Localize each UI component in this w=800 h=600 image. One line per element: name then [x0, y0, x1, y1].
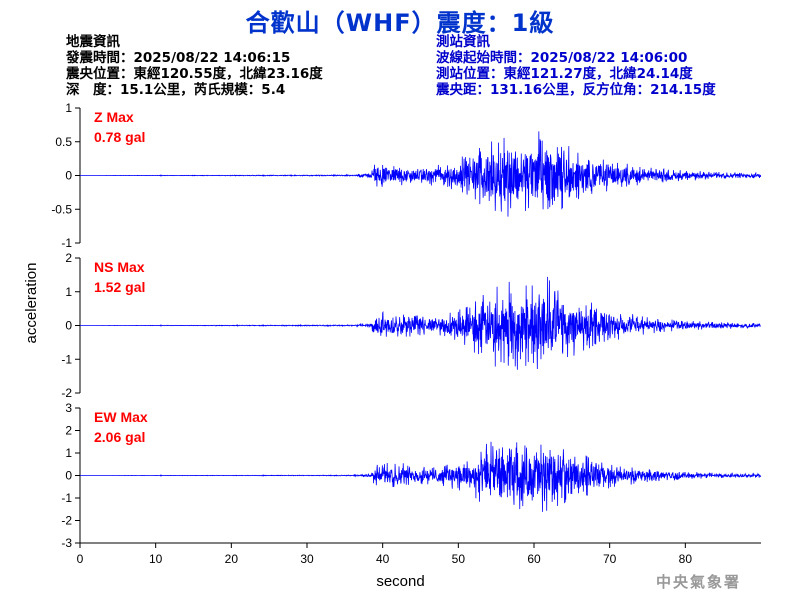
panel-ns: 2 1 0 -1 -2 NS Max 1.52 gal — [61, 251, 761, 400]
panel-ew: 3 2 1 0 -1 -2 -3 EW Max 2.06 gal — [61, 401, 762, 550]
x-tick-label: 10 — [149, 552, 163, 566]
x-tick-label: 70 — [603, 552, 617, 566]
x-tick-label: 0 — [77, 552, 84, 566]
y-tick-label: -0.5 — [51, 202, 72, 216]
station-location: 測站位置：東經121.27度，北緯24.14度 — [436, 66, 693, 82]
y-tick-label: 0.5 — [55, 135, 72, 149]
y-tick-label: -1 — [61, 491, 72, 505]
waveform-ns — [80, 276, 761, 370]
waveform-ew — [80, 441, 762, 512]
y-tick-label: 1 — [65, 285, 72, 299]
y-tick-label: 1 — [65, 446, 72, 460]
x-axis-label: second — [376, 573, 424, 590]
max-value-ew: 2.06 gal — [94, 429, 145, 445]
earthquake-info: 地震資訊 發震時間：2025/08/22 14:06:15 震央位置：東經120… — [66, 34, 323, 98]
max-value-z: 0.78 gal — [94, 129, 145, 145]
epicentral-distance: 震央距：131.16公里，反方位角：214.15度 — [436, 82, 716, 98]
origin-time: 發震時間：2025/08/22 14:06:15 — [66, 50, 291, 66]
earthquake-info-header: 地震資訊 — [66, 34, 120, 50]
x-tick-label: 50 — [452, 552, 466, 566]
agency-watermark: 中央氣象署 — [656, 573, 742, 591]
y-tick-label: -3 — [61, 536, 72, 550]
station-info-header: 測站資訊 — [436, 34, 490, 50]
y-tick-label: 0 — [65, 169, 72, 183]
y-tick-label: 0 — [65, 469, 72, 483]
y-tick-label: -1 — [61, 352, 72, 366]
y-tick-label: -2 — [61, 386, 72, 400]
max-label-z: Z Max — [94, 109, 134, 125]
y-axis-label: acceleration — [23, 263, 40, 344]
max-value-ns: 1.52 gal — [94, 279, 145, 295]
waveform-start-time: 波線起始時間：2025/08/22 14:06:00 — [436, 50, 688, 66]
x-tick-label: 40 — [376, 552, 390, 566]
y-tick-label: 2 — [65, 424, 72, 438]
x-tick-label: 80 — [679, 552, 693, 566]
depth-magnitude: 深 度：15.1公里，芮氏規模：5.4 — [66, 82, 286, 98]
x-tick-label: 20 — [225, 552, 239, 566]
y-tick-label: 2 — [65, 251, 72, 265]
epicenter-location: 震央位置：東經120.55度，北緯23.16度 — [66, 66, 323, 82]
y-tick-label: 1 — [65, 101, 72, 115]
waveform-z — [80, 131, 762, 217]
y-tick-label: 3 — [65, 401, 72, 415]
x-tick-label: 60 — [527, 552, 541, 566]
panel-z: 1 0.5 0 -0.5 -1 Z Max 0.78 gal — [51, 101, 762, 250]
max-label-ew: EW Max — [94, 409, 148, 425]
max-label-ns: NS Max — [94, 259, 145, 275]
chart-title: 合歡山（WHF）震度：1級 — [245, 9, 555, 37]
x-tick-label: 30 — [300, 552, 314, 566]
y-tick-label: -2 — [61, 514, 72, 528]
station-info: 測站資訊 波線起始時間：2025/08/22 14:06:00 測站位置：東經1… — [436, 34, 716, 98]
y-tick-label: -1 — [61, 236, 72, 250]
y-tick-label: 0 — [65, 319, 72, 333]
